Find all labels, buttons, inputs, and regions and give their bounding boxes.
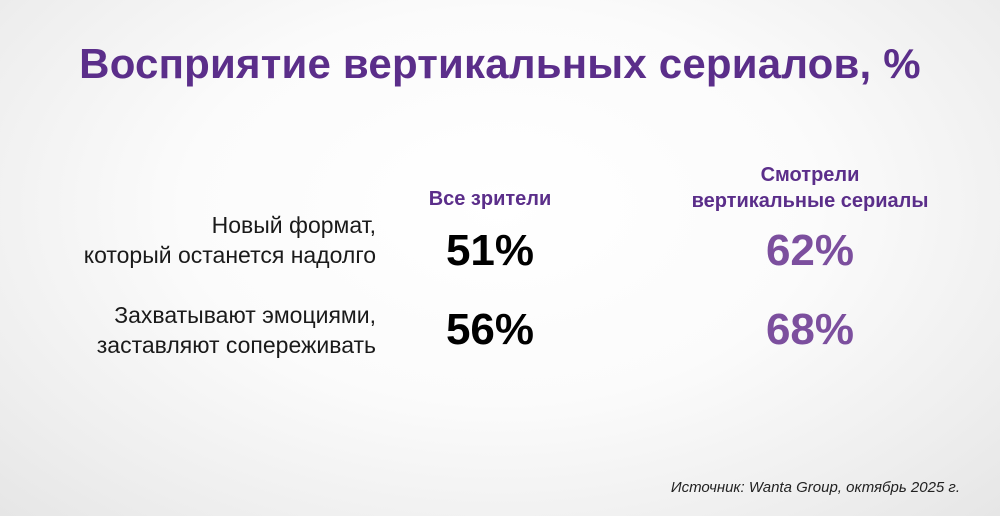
row-label-emotions-line-2: заставляют сопереживать — [96, 332, 376, 358]
column-header-watched-line-1: Смотрели — [760, 164, 860, 186]
value-emotions-all-viewers: 56% — [445, 305, 535, 354]
row-label-new-format: Новый формат, который останется надолго — [16, 210, 376, 270]
source-note: Источник: Wanta Group, октябрь 2025 г. — [670, 479, 960, 496]
value-emotions-watched: 68% — [765, 305, 855, 354]
chart-title: Восприятие вертикальных сериалов, % — [79, 40, 921, 87]
row-label-emotions: Захватывают эмоциями, заставляют сопереж… — [16, 300, 376, 360]
value-new-format-all-viewers: 51% — [445, 226, 535, 275]
value-new-format-watched: 62% — [765, 226, 855, 275]
column-header-all-viewers-line: Все зрители — [428, 188, 552, 210]
column-header-all-viewers: Все зрители — [400, 186, 580, 212]
row-label-emotions-line-1: Захватывают эмоциями, — [114, 302, 376, 328]
row-label-new-format-line-2: который останется надолго — [83, 242, 376, 268]
column-header-watched-vertical: Смотрели вертикальные сериалы — [660, 162, 960, 214]
column-header-watched-line-2: вертикальные сериалы — [691, 190, 929, 212]
row-label-new-format-line-1: Новый формат, — [211, 212, 376, 238]
